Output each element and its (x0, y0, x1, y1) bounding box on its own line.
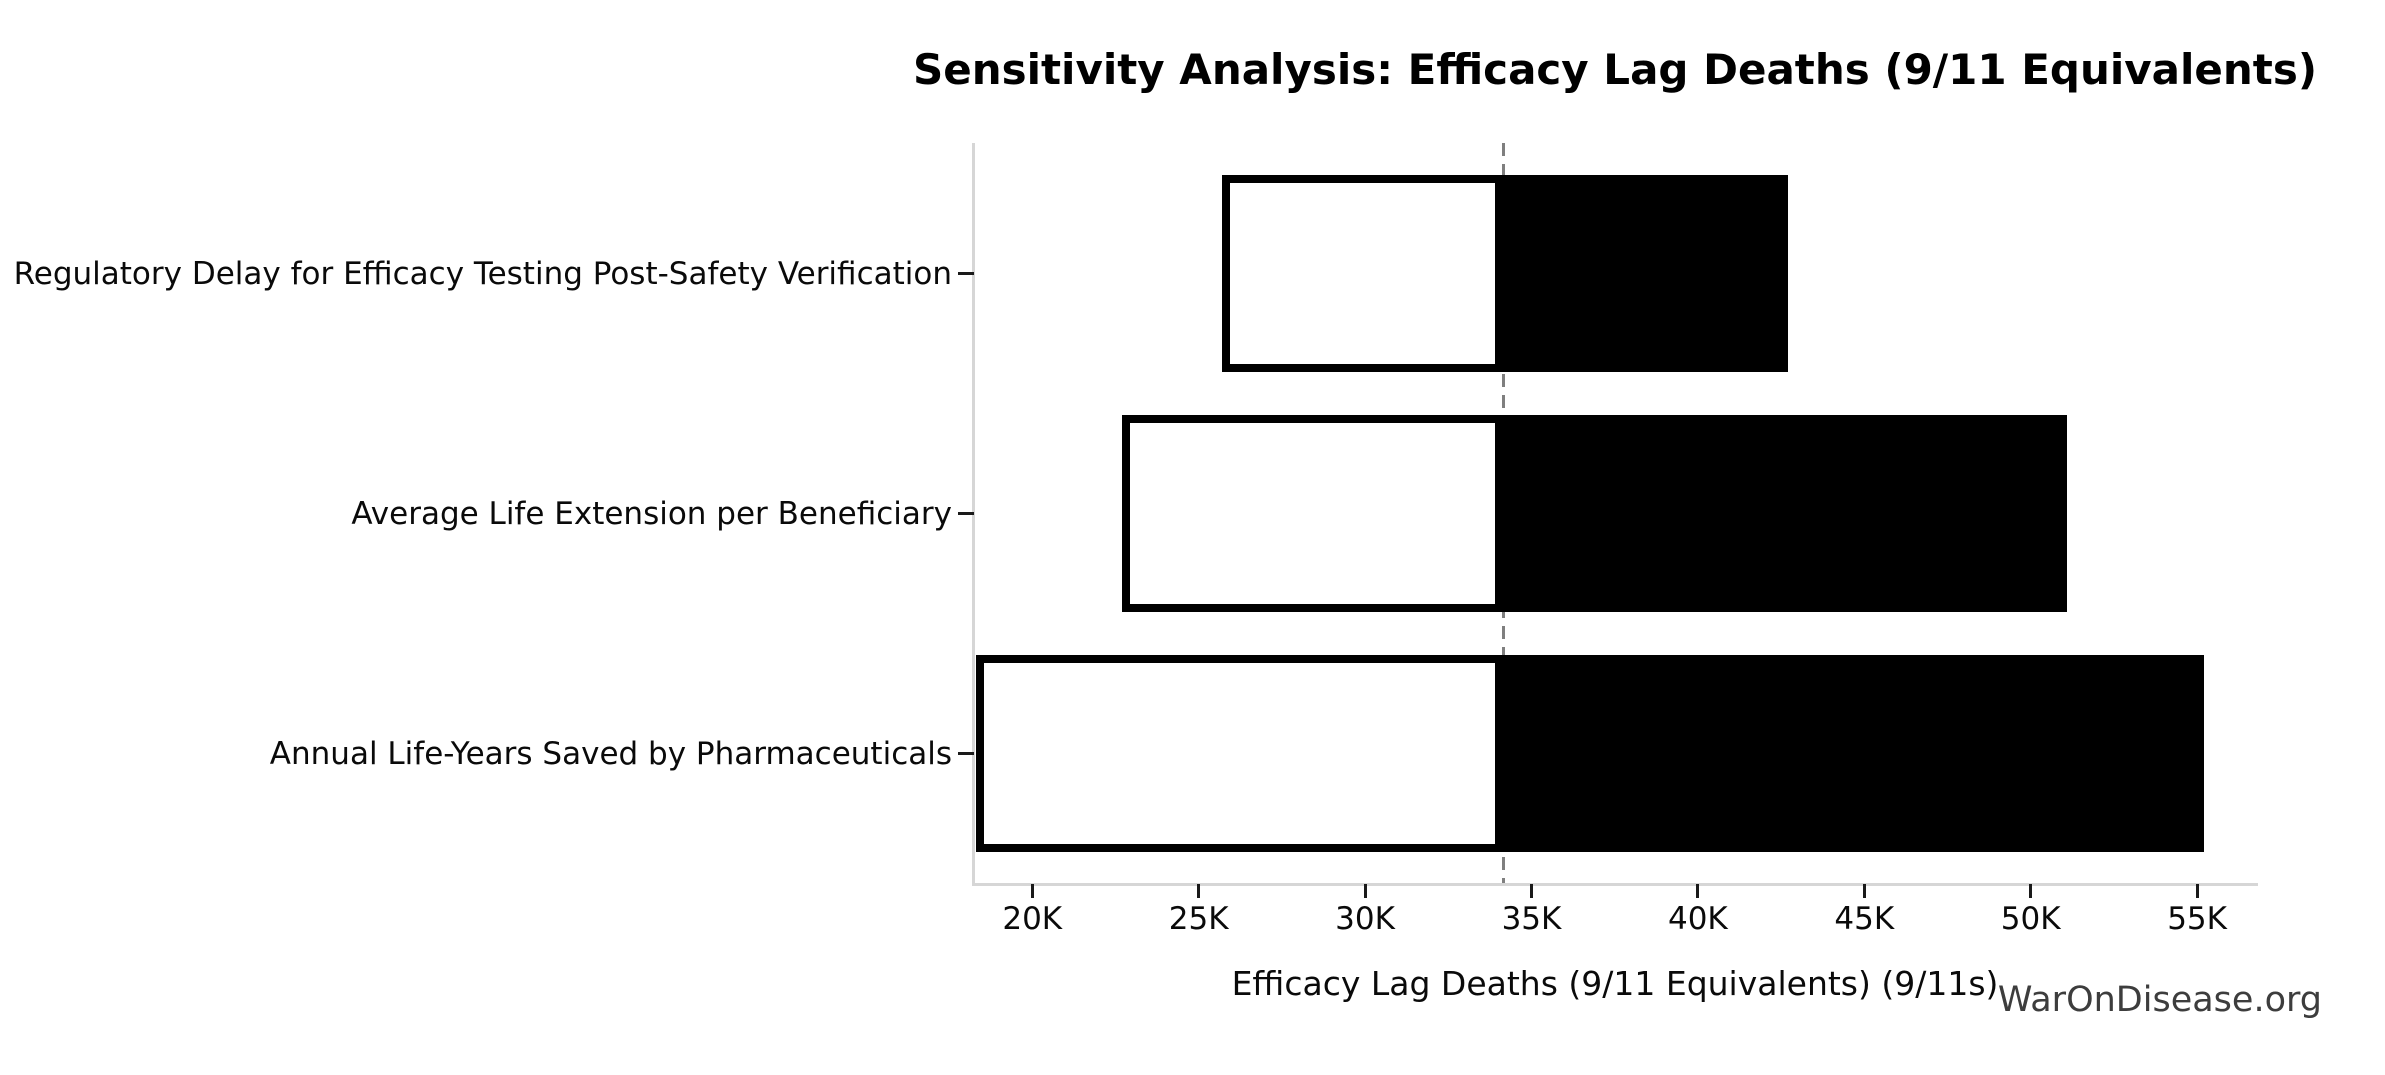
bar-high-segment (1503, 175, 1788, 372)
y-axis-category-label: Annual Life-Years Saved by Pharmaceutica… (269, 735, 952, 772)
x-axis-tick (1030, 884, 1034, 898)
x-axis-title: Efficacy Lag Deaths (9/11 Equivalents) (… (1231, 964, 1999, 1003)
y-axis-category-label: Regulatory Delay for Efficacy Testing Po… (13, 255, 952, 292)
x-axis-tick (1197, 884, 1201, 898)
x-axis-tick-label: 40K (1667, 901, 1728, 937)
x-axis-tick (2195, 884, 2199, 898)
y-axis-tick (958, 272, 974, 275)
x-axis-tick-label: 45K (1834, 901, 1895, 937)
x-axis-tick (1696, 884, 1700, 898)
watermark: WarOnDisease.org (1997, 980, 2322, 1020)
x-axis-tick (1363, 884, 1367, 898)
bar-high-segment (1503, 415, 2068, 612)
bar-low-segment (1122, 415, 1504, 612)
x-axis-tick-label: 50K (2000, 901, 2061, 937)
y-axis-tick (958, 512, 974, 515)
x-axis-tick-label: 20K (1002, 901, 1063, 937)
x-axis-tick-label: 35K (1501, 901, 1562, 937)
chart-title: Sensitivity Analysis: Efficacy Lag Death… (912, 45, 2318, 94)
bar-low-segment (976, 655, 1504, 852)
y-axis-category-label: Average Life Extension per Beneficiary (351, 495, 952, 532)
x-axis-tick (2029, 884, 2033, 898)
y-axis-tick (958, 752, 974, 755)
bar-high-segment (1503, 655, 2204, 852)
bar-low-segment (1221, 175, 1504, 372)
x-axis-tick-label: 55K (2167, 901, 2227, 937)
x-axis-tick-label: 30K (1335, 901, 1395, 937)
x-axis-tick (1862, 884, 1866, 898)
x-axis-spine (972, 883, 2258, 886)
x-axis-tick (1529, 884, 1533, 898)
x-axis-tick-label: 25K (1168, 901, 1229, 937)
